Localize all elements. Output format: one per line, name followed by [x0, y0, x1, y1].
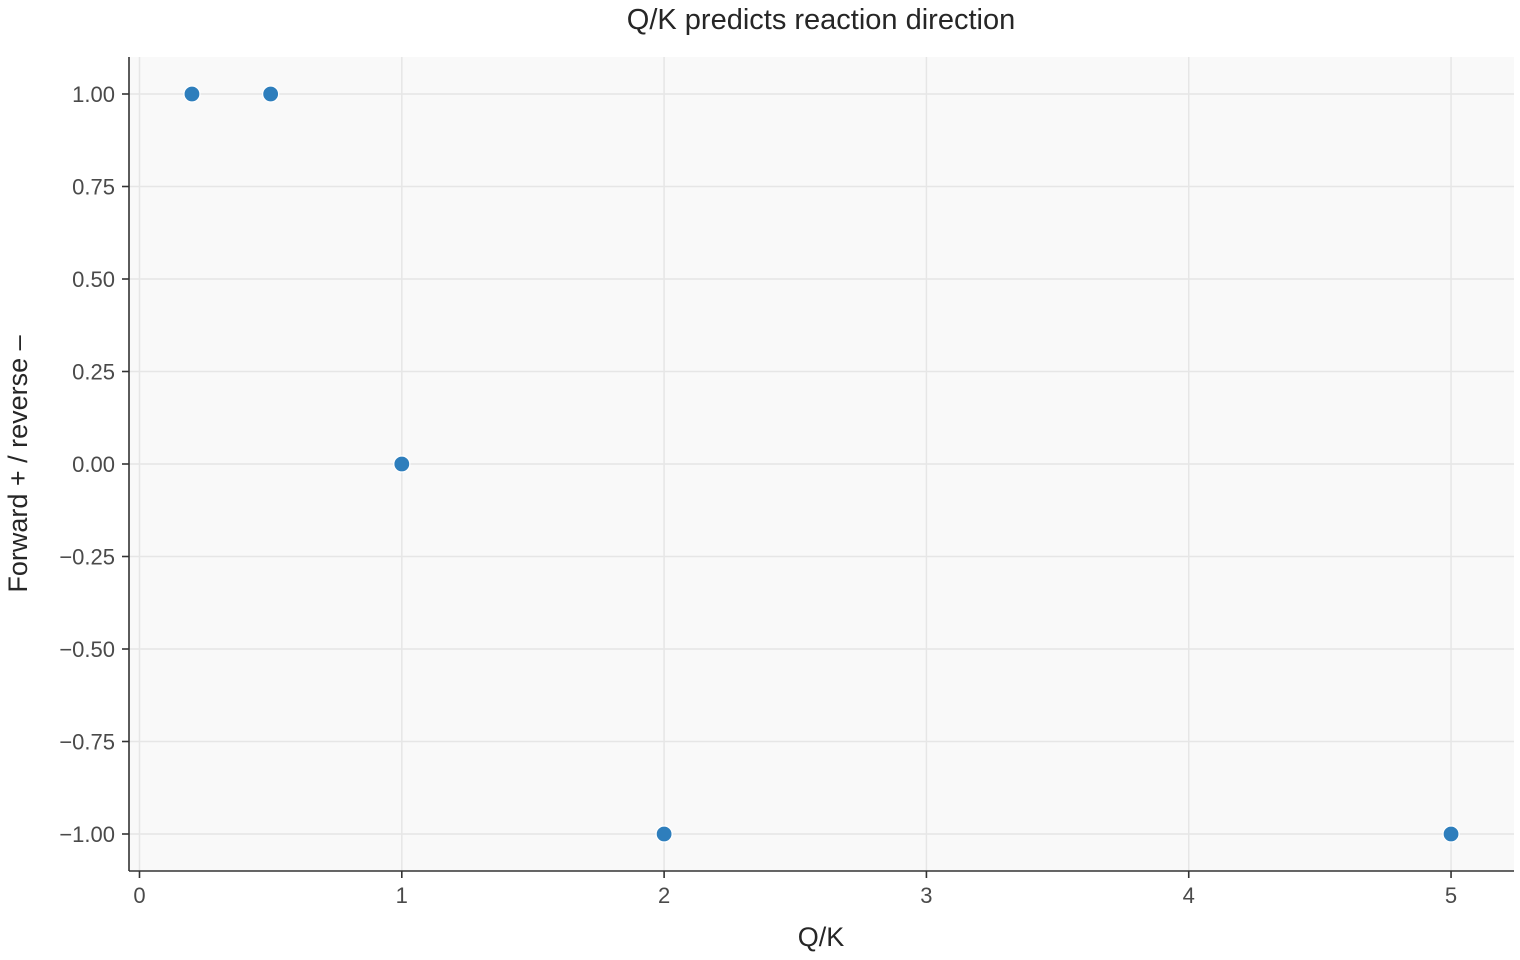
x-axis-label: Q/K [798, 922, 845, 952]
data-point [393, 455, 411, 473]
y-tick-label: 0.50 [72, 267, 115, 292]
y-tick-label: 1.00 [72, 82, 115, 107]
y-tick-label: −0.25 [59, 545, 115, 570]
x-tick-label: 4 [1183, 883, 1195, 908]
y-axis-label: Forward + / reverse – [3, 335, 33, 592]
y-axis-ticks: 1.00 0.75 0.50 0.25 0.00 −0.25 −0.50 −0.75 −1.00 [59, 82, 129, 847]
data-points [183, 85, 1460, 843]
x-tick-label: 1 [396, 883, 408, 908]
chart-title: Q/K predicts reaction direction [627, 4, 1015, 36]
data-point [262, 85, 280, 103]
y-tick-label: 0.25 [72, 360, 115, 385]
x-tick-label: 5 [1445, 883, 1457, 908]
y-tick-label: 0.00 [72, 452, 115, 477]
data-point [183, 85, 201, 103]
x-tick-label: 3 [920, 883, 932, 908]
y-tick-label: −0.50 [59, 637, 115, 662]
data-point [1442, 825, 1460, 843]
x-axis-ticks: 0 1 2 3 4 5 [133, 871, 1457, 908]
y-tick-label: −1.00 [59, 822, 115, 847]
data-point [655, 825, 673, 843]
x-tick-label: 2 [658, 883, 670, 908]
y-tick-label: 0.75 [72, 175, 115, 200]
x-tick-label: 0 [133, 883, 145, 908]
grid-lines [129, 57, 1514, 871]
y-tick-label: −0.75 [59, 730, 115, 755]
